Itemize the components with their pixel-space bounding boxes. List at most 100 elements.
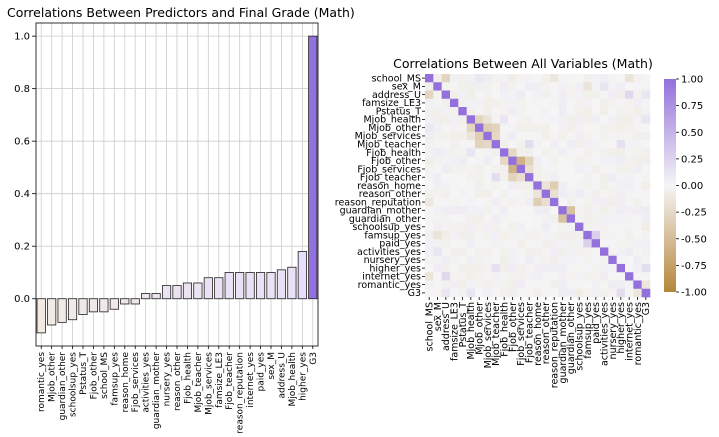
heatmap-cell: [466, 82, 476, 91]
heatmap-cell: [591, 280, 601, 290]
heatmap-cell: [583, 288, 592, 298]
heatmap-cell: [541, 74, 551, 83]
heatmap-cell: [608, 90, 617, 100]
heatmap-cell: [466, 123, 476, 133]
bar-y-tick-label: 0.4: [14, 189, 30, 200]
heatmap-cell: [425, 280, 434, 290]
heatmap-cell: [625, 189, 634, 199]
heatmap-cell: [450, 230, 459, 240]
heatmap-column-label: activities_yes: [599, 302, 610, 366]
heatmap-cell: [591, 115, 601, 124]
colorbar-ticks: 1.00 0.75 0.50 0.25 0.00 -0.25 -0.50 -0.75 -1.00: [676, 75, 707, 299]
heatmap-title: Correlations Between All Variables (Math…: [393, 56, 653, 71]
bar-chart-title: Correlations Between Predictors and Fina…: [7, 5, 355, 20]
heatmap-cell: [608, 280, 617, 290]
bar-y-tick-label: 0.2: [14, 242, 30, 253]
heatmap-cell: [533, 222, 542, 232]
heatmap-cell: [616, 280, 626, 290]
heatmap-cell: [600, 164, 609, 174]
heatmap-cell: [475, 107, 484, 116]
heatmap-cell: [625, 181, 634, 190]
bar-romantic-yes: [36, 298, 46, 334]
heatmap-cells: [425, 74, 651, 298]
heatmap-cell: [541, 131, 551, 141]
heatmap-cell: [475, 247, 484, 257]
heatmap-cell: [625, 115, 634, 124]
heatmap-cell: [566, 189, 576, 199]
heatmap-cell: [516, 181, 526, 190]
heatmap-cell: [516, 197, 526, 207]
heatmap-column-label: nursery_yes: [608, 302, 619, 359]
heatmap-cell: [525, 222, 534, 232]
heatmap-cell: [508, 197, 517, 207]
bar-address-u: [276, 269, 287, 300]
heatmap-cell: [525, 156, 534, 166]
bar-chart-x-ticks: romantic_yes Mjob_other guardian_other scho…: [37, 346, 319, 434]
heatmap-cell: [641, 247, 651, 257]
heatmap-cell: [608, 173, 617, 182]
bar-x-tick-label: romantic_yes: [37, 352, 47, 412]
heatmap-cell: [608, 107, 617, 116]
heatmap-cell: [533, 288, 542, 298]
heatmap-cell: [533, 115, 542, 124]
heatmap-cell: [450, 156, 459, 166]
heatmap-cell: [500, 189, 509, 199]
heatmap-cell: [600, 239, 609, 248]
heatmap-cell: [633, 272, 642, 281]
heatmap-cell: [541, 263, 551, 273]
bar-x-tick-label: famsup_yes: [110, 352, 120, 406]
heatmap-cell: [608, 131, 617, 141]
heatmap-cell: [516, 173, 526, 182]
heatmap-cell: [566, 140, 576, 149]
heatmap-cell: [566, 288, 576, 298]
heatmap-cell: [600, 222, 609, 232]
heatmap-cell: [483, 255, 492, 265]
heatmap-cell: [575, 148, 584, 157]
bar-chart-bars: [36, 35, 318, 334]
heatmap-cell: [475, 239, 484, 248]
heatmap-cell: [583, 181, 592, 190]
heatmap-cell: [541, 107, 551, 116]
heatmap-cell: [491, 189, 501, 199]
heatmap-cell: [450, 181, 459, 190]
heatmap-cell: [616, 74, 626, 83]
heatmap-cell: [425, 197, 434, 207]
heatmap-cell: [550, 230, 559, 240]
heatmap-cell: [558, 263, 567, 273]
heatmap-column-label: sex_M: [433, 302, 444, 331]
heatmap-row-label: higher_yes: [369, 263, 421, 274]
heatmap-cell: [525, 230, 534, 240]
heatmap-cell: [591, 247, 601, 257]
heatmap-cell: [483, 90, 492, 100]
bar-y-tick-label: 0.0: [14, 294, 30, 305]
heatmap-cell: [600, 148, 609, 157]
heatmap-cell: [566, 131, 576, 141]
heatmap-cell: [591, 131, 601, 141]
heatmap-cell: [566, 255, 576, 265]
heatmap-cell: [425, 107, 434, 116]
heatmap-cell: [525, 140, 534, 149]
heatmap-cell: [491, 98, 501, 108]
colorbar-tick-label: 1.00: [681, 75, 703, 86]
heatmap-cell: [558, 288, 567, 298]
heatmap-cell: [600, 82, 609, 91]
heatmap-cell: [516, 206, 526, 215]
heatmap-cell: [600, 156, 609, 166]
heatmap-row-label: Fjob_health: [366, 148, 421, 159]
heatmap-cell: [475, 148, 484, 157]
heatmap-cell: [483, 263, 492, 273]
heatmap-cell: [600, 214, 609, 223]
heatmap-cell: [425, 148, 434, 157]
heatmap-cell: [533, 189, 542, 199]
heatmap-cell: [491, 140, 501, 149]
bar-y-tick-label: 0.6: [14, 137, 30, 148]
heatmap-cell: [483, 230, 492, 240]
heatmap-cell: [541, 181, 551, 190]
heatmap-cell: [525, 189, 534, 199]
heatmap-cell: [425, 189, 434, 199]
heatmap-cell: [441, 82, 451, 91]
heatmap-cell: [425, 123, 434, 133]
heatmap-cell: [550, 90, 559, 100]
heatmap-cell: [616, 222, 626, 232]
heatmap-cell: [600, 247, 609, 257]
